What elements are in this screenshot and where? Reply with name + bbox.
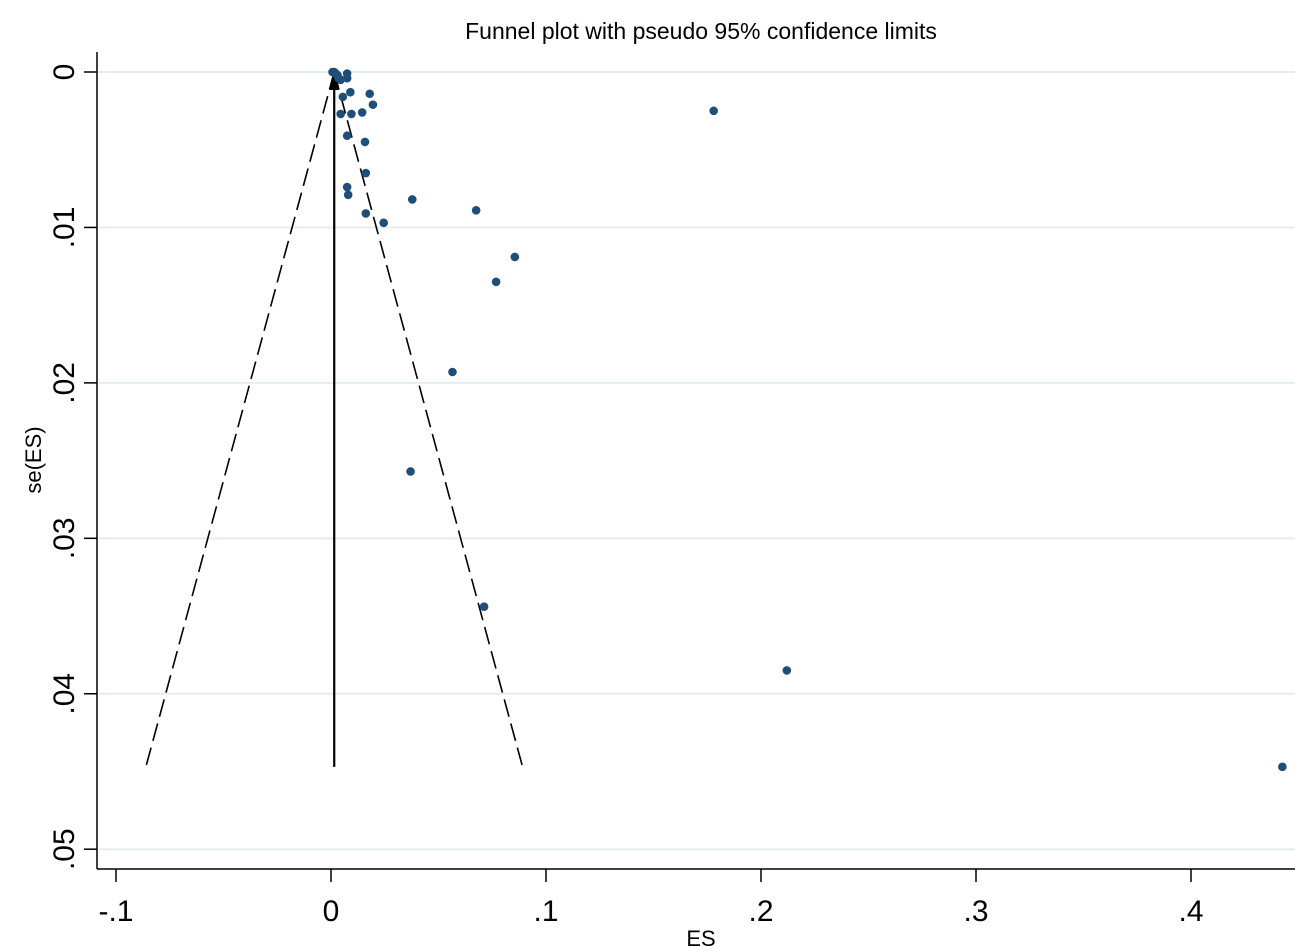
x-tick-label-4: .3 [963, 895, 988, 928]
data-point-7 [342, 73, 352, 83]
y-tick-label-2: .02 [48, 362, 81, 404]
data-point-24 [379, 218, 388, 228]
data-points [328, 67, 1287, 772]
y-axis-label: se(ES) [21, 426, 46, 493]
data-point-21 [407, 195, 417, 204]
chart-title: Funnel plot with pseudo 95% confidence l… [465, 18, 937, 44]
y-axis-ticks: 0 .01 .02 .03 .04 .05 [48, 64, 97, 870]
y-tick-label-0: 0 [48, 64, 81, 81]
data-point-16 [342, 131, 352, 141]
axes [96, 52, 1295, 870]
data-point-9 [338, 92, 348, 102]
x-tick-label-5: .4 [1178, 895, 1203, 928]
confidence-limit-line-0 [145, 71, 335, 768]
y-tick-label-3: .03 [48, 517, 81, 559]
data-point-12 [336, 109, 345, 119]
data-point-31 [1278, 762, 1287, 772]
x-axis-ticks: -.1 0 .1 .2 .3 .4 [98, 869, 1204, 928]
data-point-13 [347, 109, 356, 119]
y-tick-label-4: .04 [48, 673, 81, 715]
funnel-lines [145, 71, 524, 768]
data-point-17 [360, 137, 370, 147]
gridlines [99, 71, 1295, 851]
x-tick-label-3: .2 [748, 895, 773, 928]
x-tick-label-1: 0 [323, 895, 340, 928]
data-point-29 [479, 602, 489, 612]
data-point-20 [343, 190, 353, 200]
data-point-10 [365, 89, 375, 99]
x-axis-label: ES [686, 926, 715, 951]
data-point-30 [782, 666, 792, 675]
x-tick-label-2: .1 [533, 895, 558, 928]
x-tick-label-0: -.1 [98, 895, 133, 928]
data-point-5 [336, 75, 345, 85]
data-point-22 [471, 206, 481, 215]
data-point-18 [361, 168, 371, 178]
data-point-8 [346, 87, 355, 97]
data-point-27 [448, 367, 457, 377]
data-point-25 [510, 252, 520, 262]
data-point-26 [491, 277, 501, 287]
data-point-28 [406, 467, 415, 476]
confidence-limit-line-1 [333, 71, 524, 768]
data-point-11 [368, 100, 378, 109]
data-point-14 [357, 108, 367, 117]
y-tick-label-5: .05 [48, 828, 81, 870]
pooled-estimate-arrowhead [329, 74, 340, 90]
y-tick-label-1: .01 [48, 207, 81, 249]
data-point-19 [342, 182, 352, 192]
data-point-15 [709, 106, 718, 116]
data-point-23 [361, 209, 371, 218]
